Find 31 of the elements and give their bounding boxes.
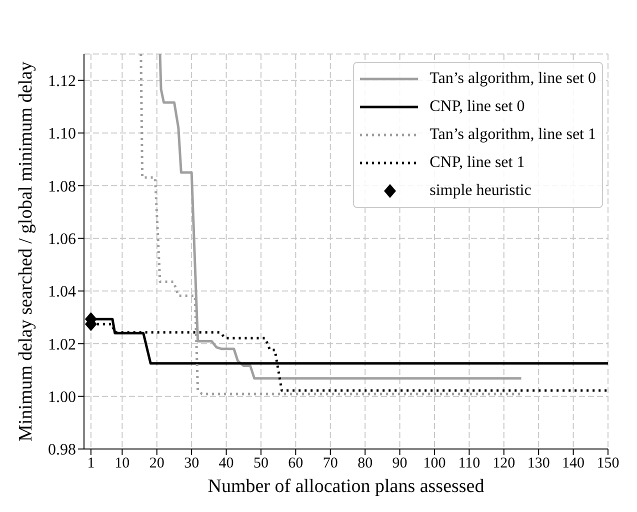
x-tick-label: 120 [492, 456, 516, 472]
x-tick-label: 10 [114, 456, 130, 472]
legend-label: simple heuristic [430, 182, 532, 200]
x-tick-label: 20 [149, 456, 164, 472]
y-tick-label: 0.98 [48, 442, 76, 459]
y-axis-title: Minimum delay searched / global minimum delay [16, 61, 36, 442]
x-tick-label: 80 [358, 456, 373, 472]
x-tick-label: 110 [458, 456, 480, 472]
x-tick-label: 150 [596, 456, 620, 472]
legend-label: CNP, line set 0 [430, 98, 525, 116]
legend-label: Tan’s algorithm, line set 1 [430, 126, 596, 144]
y-tick-label: 1.10 [48, 126, 76, 143]
x-tick-label: 1 [87, 456, 95, 472]
y-tick-label: 1.00 [48, 389, 76, 406]
y-tick-label: 1.02 [48, 336, 76, 354]
x-axis-title: Number of allocation plans assessed [208, 476, 485, 497]
x-tick-label: 50 [253, 456, 268, 472]
x-tick-label: 60 [288, 456, 304, 472]
y-tick-label: 1.04 [48, 284, 76, 301]
y-tick-label: 1.06 [48, 231, 76, 248]
legend-label: Tan’s algorithm, line set 0 [430, 70, 596, 88]
x-tick-label: 90 [392, 456, 408, 472]
y-tick-label: 1.08 [48, 178, 76, 196]
x-tick-label: 40 [218, 456, 234, 472]
x-tick-label: 70 [322, 456, 338, 472]
x-tick-label: 100 [423, 456, 446, 472]
x-tick-label: 140 [562, 456, 585, 472]
x-tick-label: 130 [527, 456, 550, 472]
legend-label: CNP, line set 1 [430, 154, 525, 172]
x-tick-label: 30 [184, 456, 200, 472]
y-tick-label: 1.12 [48, 73, 76, 90]
